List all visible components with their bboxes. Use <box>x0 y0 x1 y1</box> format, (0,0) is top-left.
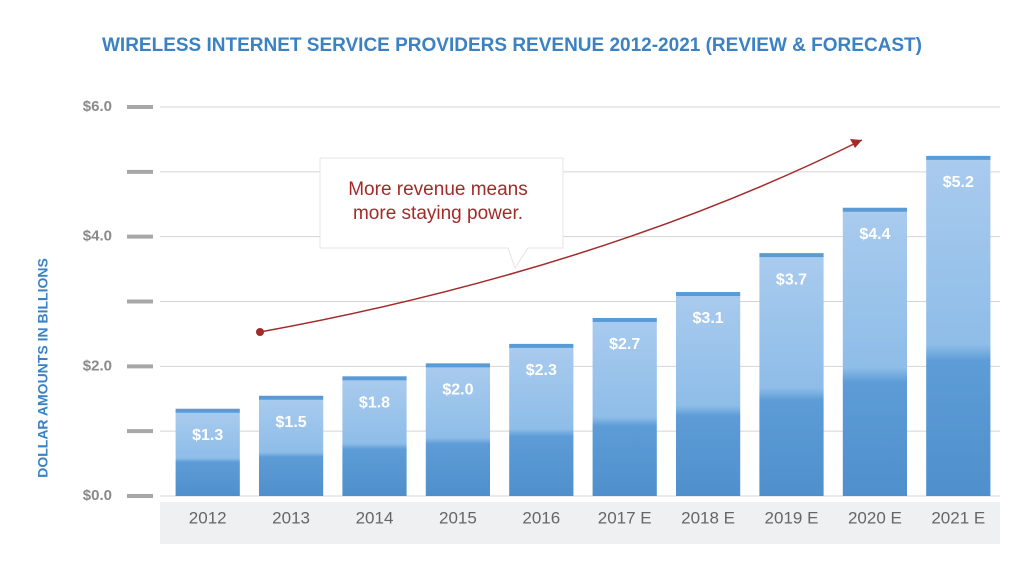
value-label: $2.7 <box>609 336 640 353</box>
bar-cap <box>175 408 240 413</box>
bar-cap <box>759 253 824 258</box>
value-label: $3.1 <box>693 310 724 327</box>
category-band <box>160 502 1000 544</box>
x-tick-label: 2021 E <box>931 508 985 527</box>
bar <box>842 210 908 496</box>
bar-cap <box>842 207 908 212</box>
value-label: $1.3 <box>192 427 223 444</box>
x-tick-label: 2017 E <box>598 508 652 527</box>
bar-cap <box>425 363 491 368</box>
value-label: $2.0 <box>442 382 473 399</box>
arrow-start <box>256 328 264 336</box>
bar <box>675 295 741 496</box>
plot: $0.0 $2.0 $4.0 $6.0 $1.3 2012 $1.5 2013 $1.8 2014… <box>83 98 1000 527</box>
bar <box>258 398 324 496</box>
callout-box <box>319 157 564 270</box>
x-tick-label: 2019 E <box>765 508 819 527</box>
bar <box>175 411 240 496</box>
bar <box>759 256 824 496</box>
x-tick-label: 2015 <box>439 508 477 527</box>
bar <box>592 320 657 496</box>
bar-cap <box>592 317 657 322</box>
x-tick-label: 2020 E <box>848 508 902 527</box>
bar-cap <box>926 155 991 160</box>
value-label: $5.2 <box>943 174 974 191</box>
x-tick-label: 2018 E <box>681 508 735 527</box>
bar-cap <box>509 343 574 348</box>
y-tick-label: $0.0 <box>83 487 112 504</box>
annotation-line: More revenue means <box>348 179 528 200</box>
x-tick-label: 2016 <box>522 508 560 527</box>
y-tick-label: $4.0 <box>83 228 112 245</box>
bar-cap <box>675 292 741 297</box>
value-label: $3.7 <box>776 271 807 288</box>
y-tick-label: $6.0 <box>83 98 112 115</box>
bar <box>425 366 491 496</box>
value-label: $4.4 <box>859 226 890 243</box>
y-axis-label: DOLLAR AMOUNTS IN BILLIONS <box>35 258 51 478</box>
bar <box>509 346 574 496</box>
y-tick-label: $2.0 <box>83 357 112 374</box>
x-tick-label: 2013 <box>272 508 310 527</box>
bar-cap <box>258 395 324 400</box>
bar <box>342 379 407 496</box>
value-label: $1.5 <box>276 414 307 431</box>
chart-title: WIRELESS INTERNET SERVICE PROVIDERS REVE… <box>102 35 922 56</box>
trend-arrow <box>259 139 863 333</box>
arrow-head <box>850 139 862 148</box>
bar <box>926 158 991 496</box>
value-label: $1.8 <box>359 395 390 412</box>
value-label: $2.3 <box>526 362 557 379</box>
x-tick-label: 2012 <box>189 508 227 527</box>
bar-cap <box>342 376 407 381</box>
x-tick-label: 2014 <box>356 508 394 527</box>
annotation-line: more staying power. <box>353 203 523 224</box>
